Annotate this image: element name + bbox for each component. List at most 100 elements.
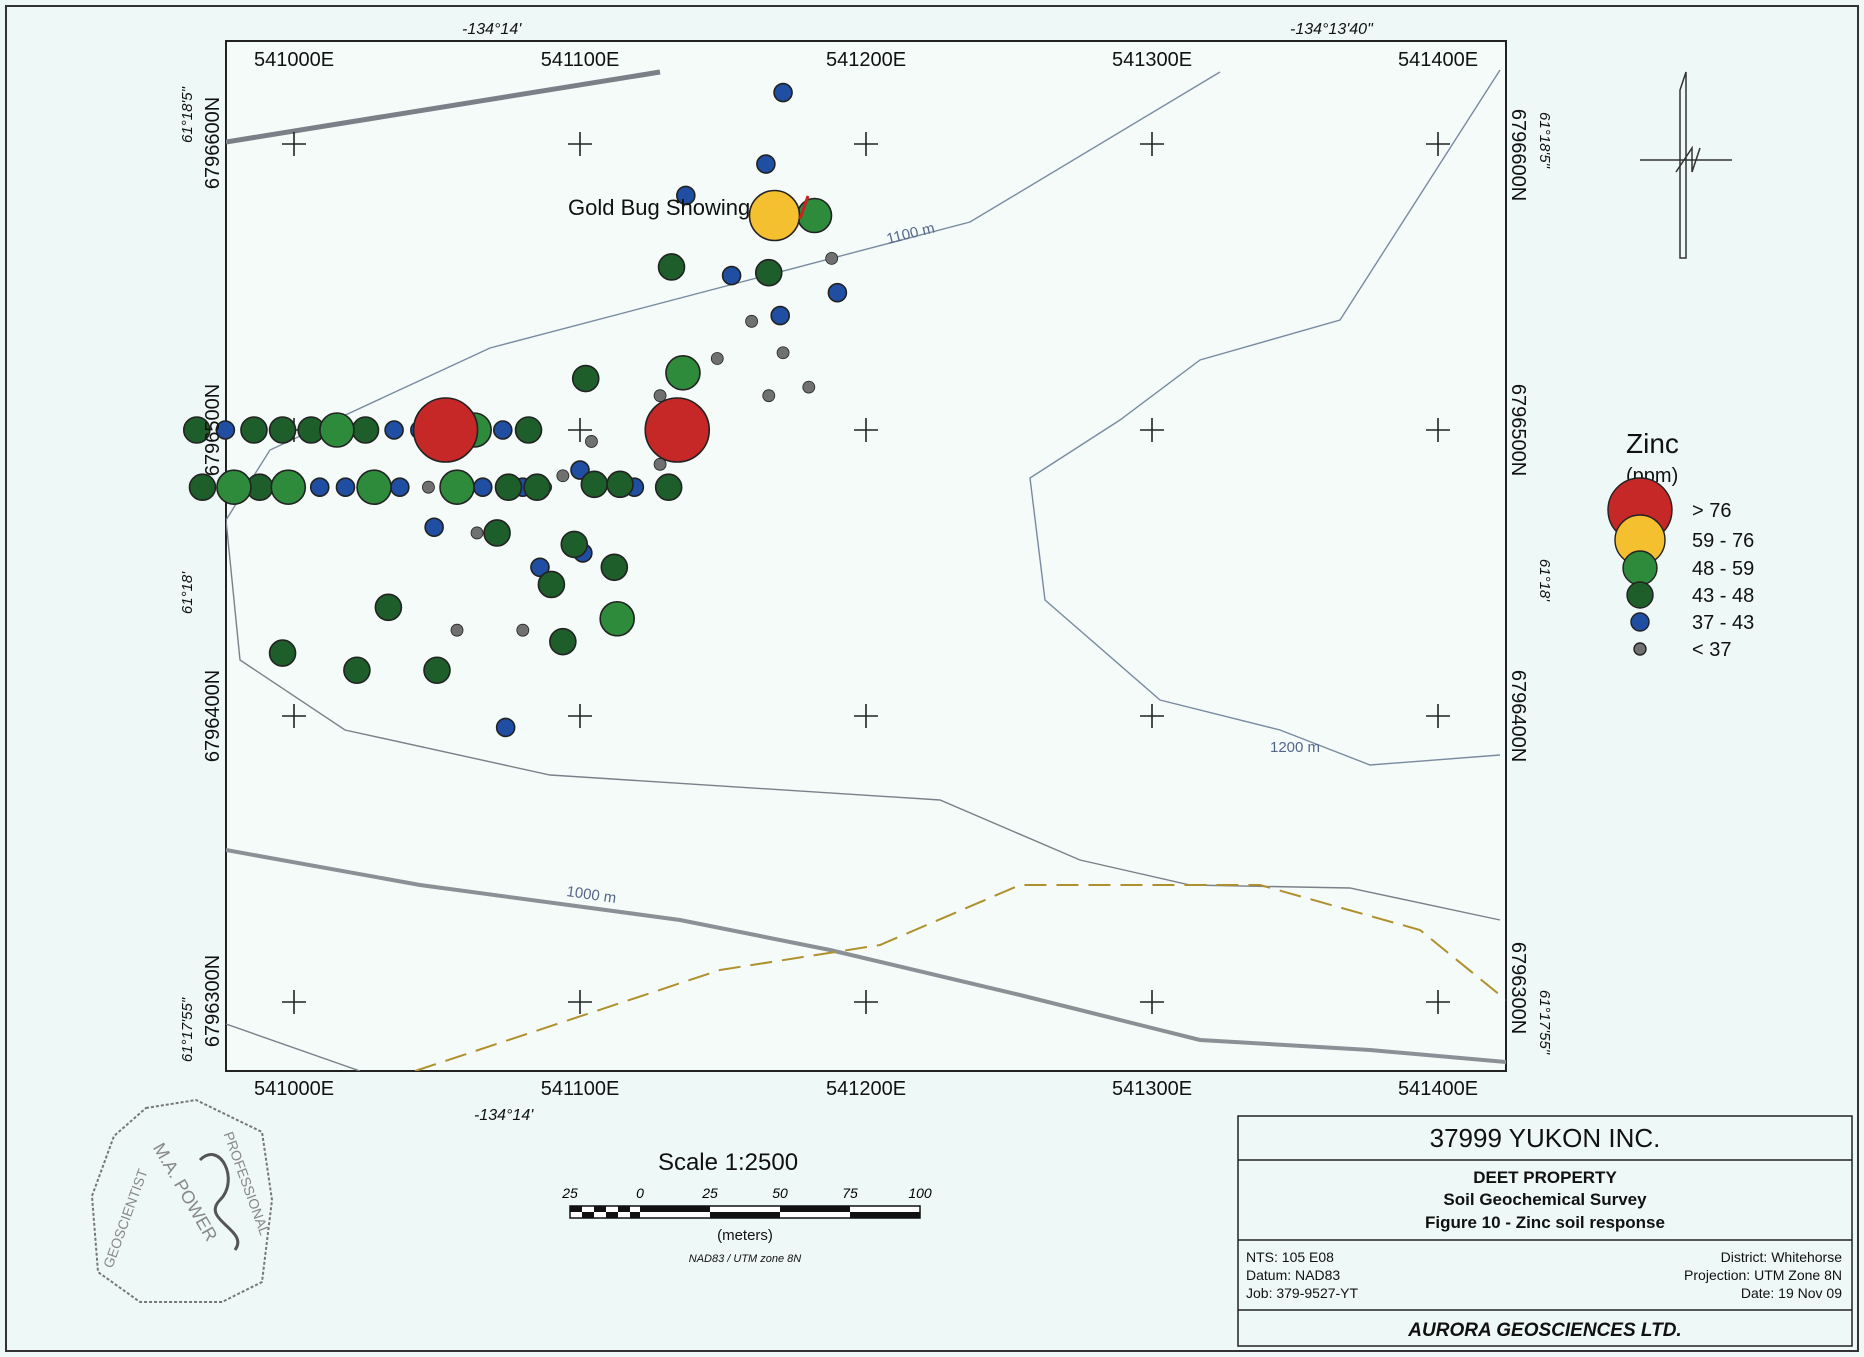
soil-samples	[182, 82, 848, 738]
sample-point	[343, 656, 371, 685]
lon-label-top-left: -134°14'	[462, 21, 522, 38]
seal-octagon	[90, 1098, 274, 1303]
signature	[198, 1153, 240, 1251]
tb-date: Date: 19 Nov 09	[1741, 1285, 1842, 1301]
sample-point	[423, 656, 451, 685]
legend-title: Zinc	[1626, 428, 1679, 459]
easting-labels-top: 541000E 541100E 541200E 541300E 541400E	[254, 49, 1478, 71]
sample-point	[606, 470, 634, 499]
sample-point	[571, 364, 600, 393]
sample-point	[802, 380, 816, 394]
sample-point	[676, 185, 696, 206]
grid-cross	[282, 132, 306, 156]
sample-point	[710, 352, 724, 365]
lat-right-0: 61°18'5"	[1536, 112, 1553, 169]
legend-label: 59 - 76	[1692, 530, 1754, 552]
contour-1100	[226, 71, 1221, 521]
sample-point	[390, 477, 410, 498]
tb-company: 37999 YUKON INC.	[1430, 1123, 1661, 1153]
sample-point	[644, 397, 711, 463]
contour-1200-a	[1029, 69, 1501, 766]
legend-label: > 76	[1692, 500, 1731, 522]
sample-point	[599, 600, 635, 637]
northing-left-1: 6796500N	[202, 384, 224, 476]
grid-cross	[854, 990, 878, 1014]
sample-point	[335, 477, 356, 498]
sample-point	[268, 416, 297, 444]
grid-cross	[854, 132, 878, 156]
sample-point	[384, 420, 404, 440]
scale-tick-labels: 25 0 25 50 75 100	[561, 1185, 932, 1201]
legend-label: 43 - 48	[1692, 585, 1754, 607]
grid-cross	[568, 704, 592, 728]
easting-bottom-2: 541200E	[826, 1078, 906, 1100]
sample-point	[216, 469, 252, 506]
legend-symbol	[1626, 581, 1654, 609]
easting-labels-bottom: 541000E 541100E 541200E 541300E 541400E	[254, 1078, 1478, 1100]
tb-survey: Soil Geochemical Survey	[1443, 1190, 1647, 1209]
easting-top-1: 541100E	[541, 49, 620, 71]
northing-right-2: 6796400N	[1507, 670, 1529, 762]
legend-items: > 76 59 - 76 48 - 59 43 - 48 37 - 43 < 37	[1607, 477, 1754, 661]
scale-tick-4: 75	[842, 1185, 858, 1201]
contour-bottom-left	[226, 1023, 361, 1071]
lat-left-0: 61°18'5"	[179, 86, 196, 143]
sample-point	[492, 420, 513, 440]
lat-left-2: 61°17'55"	[179, 997, 196, 1062]
scale-tick-2: 25	[701, 1185, 718, 1201]
sample-point	[319, 412, 355, 448]
sample-point	[825, 251, 839, 265]
sample-point	[472, 477, 493, 498]
northing-right-0: 6796600N	[1507, 109, 1529, 201]
legend-symbol	[1633, 642, 1647, 656]
sample-point	[356, 469, 392, 506]
easting-bottom-4: 541400E	[1398, 1078, 1478, 1100]
sample-point	[600, 553, 629, 582]
easting-top-4: 541400E	[1398, 49, 1478, 71]
legend-symbol	[1630, 612, 1650, 632]
sample-point	[422, 480, 435, 494]
lon-label-bottom: -134°14'	[474, 1107, 534, 1124]
easting-bottom-0: 541000E	[254, 1078, 334, 1100]
grid-cross	[1426, 704, 1450, 728]
sample-point	[585, 435, 598, 448]
lon-label-top-right: -134°13'40"	[1290, 21, 1374, 38]
legend-label: 37 - 43	[1692, 612, 1754, 634]
legend-label: 48 - 59	[1692, 558, 1754, 580]
easting-top-3: 541300E	[1112, 49, 1192, 71]
lat-right-2: 61°17'55"	[1536, 990, 1553, 1055]
grid-cross	[1140, 704, 1164, 728]
northing-labels-left: 6796600N 6796500N 6796400N 6796300N	[202, 97, 224, 1047]
scale-title: Scale 1:2500	[658, 1149, 798, 1176]
grid-cross	[568, 418, 592, 442]
sample-point	[483, 519, 511, 547]
sample-point	[654, 473, 683, 502]
sample-point	[351, 416, 380, 444]
sample-point	[657, 253, 686, 281]
scale-tick-3: 50	[772, 1185, 788, 1201]
grid-cross	[1426, 990, 1450, 1014]
sample-point	[424, 517, 444, 538]
tb-property: DEET PROPERTY	[1473, 1168, 1617, 1187]
northing-left-0: 6796600N	[202, 97, 224, 189]
sample-point	[770, 305, 791, 326]
lat-labels-left: 61°18'5" 61°18' 61°17'55"	[179, 86, 196, 1062]
sample-point	[470, 526, 484, 540]
sample-point	[827, 282, 848, 303]
contour-label-1200: 1200 m	[1270, 739, 1320, 756]
sample-point	[495, 717, 516, 738]
trail-dashed	[414, 884, 1506, 1071]
grid-cross	[1140, 132, 1164, 156]
sample-point	[523, 473, 551, 502]
lat-left-1: 61°18'	[179, 571, 196, 614]
grid-cross	[854, 418, 878, 442]
sample-point	[745, 314, 758, 328]
northing-right-3: 6796300N	[1507, 942, 1529, 1034]
sample-point	[268, 639, 297, 667]
legend-symbol	[1622, 550, 1658, 586]
contour-label-1000: 1000 m	[565, 883, 617, 907]
scale-datum-note: NAD83 / UTM zone 8N	[689, 1253, 802, 1265]
sample-point	[721, 265, 742, 286]
contour-1000-thin	[226, 519, 1501, 921]
sample-point	[762, 389, 776, 403]
